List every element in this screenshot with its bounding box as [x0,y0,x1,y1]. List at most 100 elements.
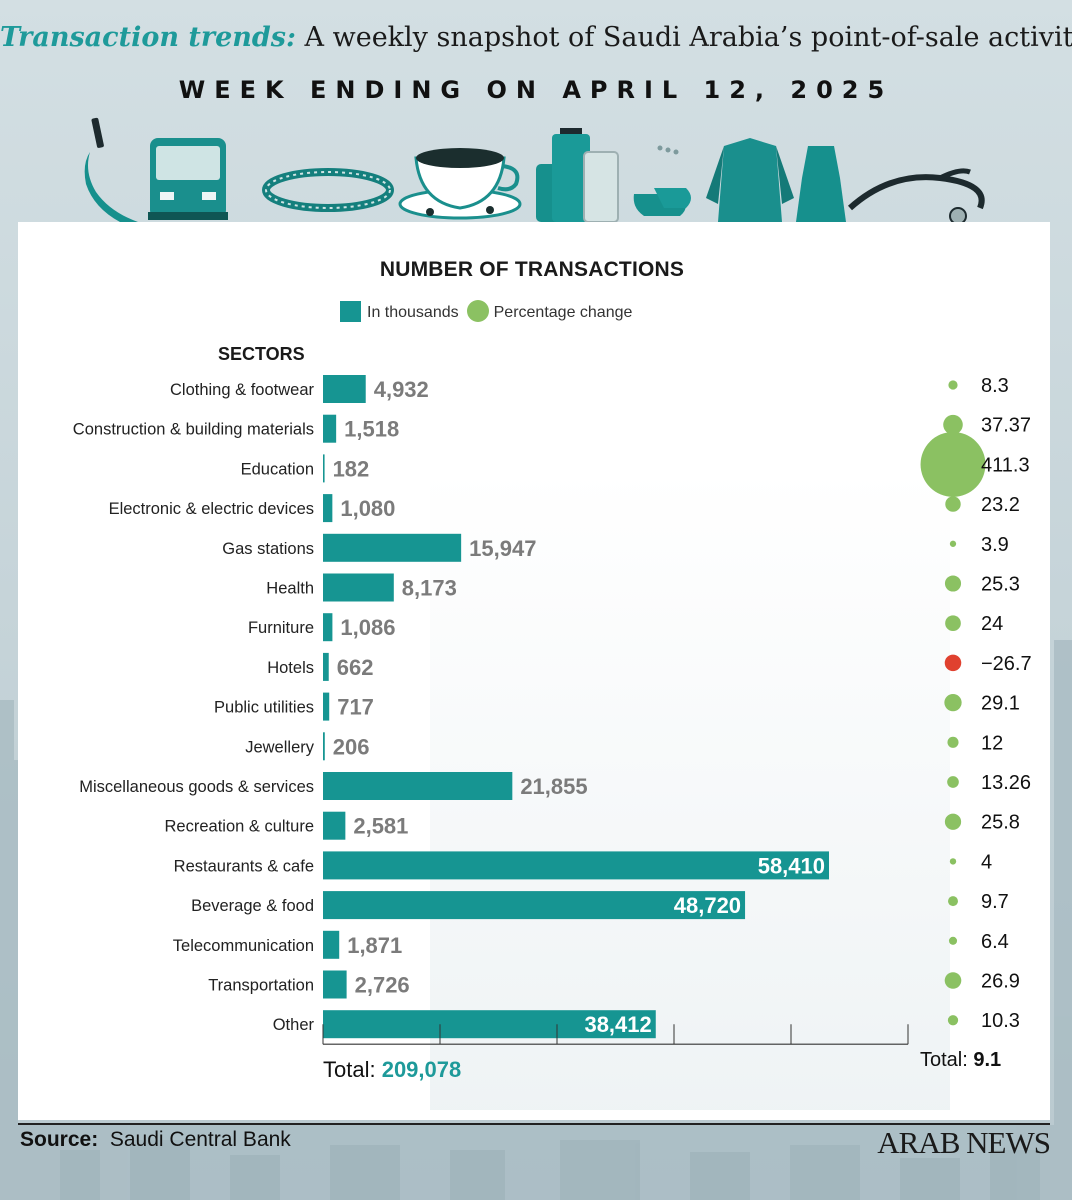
bar [323,692,330,721]
percentage-label: 6.4 [981,931,1009,953]
category-label: Furniture [248,619,314,637]
percentage-dot [920,431,986,497]
bar-value-label: 1,086 [340,615,395,640]
percentage-label: 26.9 [981,971,1020,993]
bar [323,533,462,562]
smartphone-hand-icon [84,117,138,222]
percentage-label: 411.3 [981,454,1030,476]
stethoscope-icon [847,168,985,225]
bar-value-label: 4,932 [374,377,429,402]
luggage-icon [536,128,619,223]
category-label: Gas stations [222,540,314,558]
percentage-label: 8.3 [981,375,1009,397]
percentage-dot [944,654,962,672]
percentage-dot [947,776,959,788]
category-label: Miscellaneous goods & services [79,778,314,796]
bar [323,573,394,602]
category-label: Electronic & electric devices [109,500,314,518]
percentage-dot [944,813,962,830]
bar-value-label: 58,410 [758,853,825,878]
percentage-dot [948,896,958,907]
category-label: Clothing & footwear [170,381,315,399]
category-label: Hotels [267,659,314,677]
bar-value-label: 206 [333,734,370,759]
bar-value-label: 8,173 [402,576,457,601]
total-transactions: Total: 209,078 [323,1057,461,1082]
legend-dot-swatch [466,300,489,322]
shoes-icon [633,145,691,216]
source-text: Saudi Central Bank [109,1128,291,1151]
percentage-label: 12 [981,732,1003,754]
bar-value-label: 1,518 [344,417,399,442]
bar [323,732,325,761]
category-label: Education [241,460,314,478]
percentage-label: −26.7 [981,653,1032,675]
bar-value-label: 48,720 [674,893,741,918]
panel-background-fade [430,470,950,1110]
bar [323,811,346,840]
percentage-label: 25.8 [981,812,1020,834]
page-subtitle: WEEK ENDING ON APRIL 12, 2025 [178,76,894,104]
percentage-dot [945,496,961,512]
percentage-label: 23.2 [981,494,1020,516]
percentage-dot [944,972,962,989]
total-transactions-label: Total: [323,1057,382,1082]
percentage-dot [947,1015,959,1026]
sectors-header: SECTORS [218,344,305,364]
percentage-label: 37.37 [981,415,1031,437]
coffee-cup-icon [398,148,522,220]
footer-rule [18,1123,1050,1125]
page-title: Transaction trends: A weekly snapshot of… [0,22,1072,53]
bar [323,454,325,483]
bar [323,970,347,999]
percentage-label: 10.3 [981,1010,1020,1032]
bar-value-label: 1,871 [347,933,402,958]
bar [323,851,829,880]
legend-bars-label: In thousands [367,304,459,321]
percentage-dot [948,380,958,390]
bar-value-label: 717 [337,695,374,720]
bar [323,494,333,523]
total-change-value: 9.1 [973,1049,1001,1071]
percentage-dot [945,615,961,632]
total-change: Total: 9.1 [920,1049,1001,1071]
brand-logo: ARAB NEWS [877,1125,1051,1160]
category-label: Jewellery [245,738,315,756]
bar-value-label: 182 [333,456,370,481]
header-illustrations [84,117,985,225]
jacket-icon [706,138,794,222]
source-label: Source: [20,1128,99,1151]
legend: In thousands Percentage change [340,300,632,322]
bracelet-icon [262,168,394,212]
percentage-dot [947,736,959,748]
percentage-dot [944,693,962,712]
percentage-dot [949,858,957,865]
category-label: Public utilities [214,699,314,717]
bar-value-label: 21,855 [520,774,587,799]
percentage-dot [949,540,957,547]
dress-icon [796,146,846,222]
chart-title: NUMBER OF TRANSACTIONS [379,258,685,281]
category-label: Beverage & food [191,897,314,915]
category-label: Recreation & culture [165,818,315,836]
bar [323,891,746,920]
percentage-label: 13.26 [981,772,1031,794]
category-label: Telecommunication [173,937,314,955]
total-transactions-value: 209,078 [382,1057,462,1082]
legend-bar-swatch [340,301,361,322]
percentage-label: 9.7 [981,891,1009,913]
bar-value-label: 1,080 [340,496,395,521]
bar-value-label: 2,726 [355,973,410,998]
percentage-dot [943,414,963,435]
category-label: Restaurants & cafe [174,857,314,875]
bar [323,414,337,443]
bar-value-label: 662 [337,655,374,680]
page-title-lead: Transaction trends: [0,22,296,53]
page-title-rest: A weekly snapshot of Saudi Arabia’s poin… [295,22,1072,53]
source-credit: Source: Saudi Central Bank [20,1128,291,1152]
bar [323,930,340,959]
bar [323,652,329,681]
bar [323,772,513,800]
bar [323,613,333,642]
